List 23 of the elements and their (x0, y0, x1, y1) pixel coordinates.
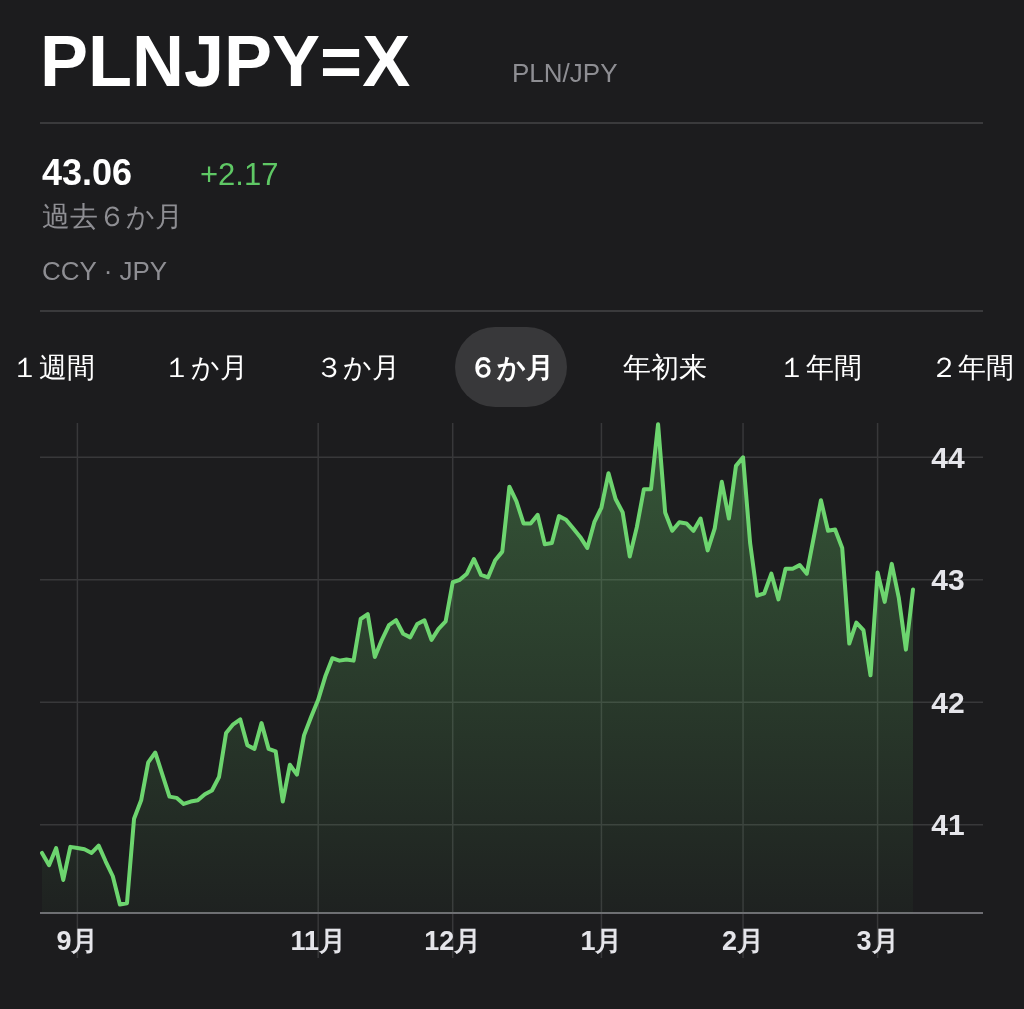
text: ３か月 (314, 352, 400, 383)
x-tick-label: 11月 (290, 926, 346, 956)
y-tick-label: 43 (931, 563, 965, 597)
text: ６か月 (468, 352, 554, 383)
x-tick-label: 1月 (580, 926, 623, 956)
x-tick-label: 12月 (424, 926, 482, 956)
text: ２年間 (930, 352, 1014, 383)
chart-subtitle: PLN/JPY (512, 58, 618, 88)
text: １週間 (11, 352, 95, 383)
text: 年初来 (623, 352, 707, 383)
text: 43.06 (42, 152, 133, 193)
x-tick-label: 3月 (856, 926, 899, 956)
text: +2.17 (200, 157, 279, 192)
y-tick-label: 42 (931, 685, 965, 719)
text: １年間 (778, 352, 862, 383)
x-tick-label: 9月 (56, 926, 99, 956)
y-tick-label: 44 (931, 440, 965, 474)
text: 過去６か月 (42, 201, 183, 232)
chart-title: PLNJPY=X (40, 21, 411, 101)
text: １か月 (162, 352, 248, 383)
text: CCY · JPY (42, 256, 168, 286)
x-tick-label: 2月 (722, 926, 765, 956)
y-tick-label: 41 (931, 808, 965, 842)
